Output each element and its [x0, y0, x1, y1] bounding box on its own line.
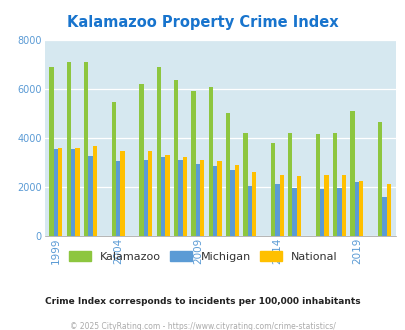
Bar	[296, 176, 301, 236]
Bar	[58, 148, 62, 236]
Bar	[111, 102, 116, 236]
Bar	[116, 161, 120, 236]
Bar	[148, 151, 152, 236]
Bar	[320, 189, 324, 236]
Bar	[191, 91, 195, 236]
Bar	[279, 175, 283, 236]
Bar	[120, 151, 124, 236]
Text: Crime Index corresponds to incidents per 100,000 inhabitants: Crime Index corresponds to incidents per…	[45, 297, 360, 306]
Bar	[182, 157, 186, 236]
Bar	[234, 165, 238, 236]
Bar	[75, 148, 79, 236]
Bar	[247, 186, 251, 236]
Bar	[225, 113, 230, 236]
Bar	[161, 157, 165, 236]
Bar	[49, 67, 53, 236]
Bar	[71, 149, 75, 236]
Bar	[315, 134, 320, 236]
Bar	[243, 133, 247, 236]
Text: Kalamazoo Property Crime Index: Kalamazoo Property Crime Index	[67, 15, 338, 30]
Bar	[212, 166, 217, 236]
Bar	[143, 160, 148, 236]
Bar	[217, 161, 221, 236]
Text: © 2025 CityRating.com - https://www.cityrating.com/crime-statistics/: © 2025 CityRating.com - https://www.city…	[70, 322, 335, 330]
Bar	[337, 188, 341, 236]
Bar	[288, 133, 292, 236]
Bar	[324, 175, 328, 236]
Bar	[178, 160, 182, 236]
Bar	[139, 84, 143, 236]
Bar	[386, 184, 390, 236]
Bar	[350, 111, 354, 236]
Bar	[199, 160, 204, 236]
Bar	[66, 62, 71, 236]
Bar	[53, 149, 58, 236]
Bar	[358, 181, 362, 236]
Bar	[174, 80, 178, 236]
Bar	[195, 164, 199, 236]
Bar	[165, 155, 169, 236]
Bar	[377, 122, 382, 236]
Bar	[354, 182, 358, 236]
Bar	[341, 175, 345, 236]
Bar	[230, 170, 234, 236]
Bar	[92, 147, 97, 236]
Bar	[270, 143, 275, 236]
Bar	[333, 133, 337, 236]
Bar	[292, 188, 296, 236]
Bar	[156, 67, 161, 236]
Bar	[275, 184, 279, 236]
Legend: Kalamazoo, Michigan, National: Kalamazoo, Michigan, National	[64, 247, 341, 267]
Bar	[251, 172, 256, 236]
Bar	[382, 197, 386, 236]
Bar	[88, 156, 92, 236]
Bar	[84, 62, 88, 236]
Bar	[208, 87, 212, 236]
